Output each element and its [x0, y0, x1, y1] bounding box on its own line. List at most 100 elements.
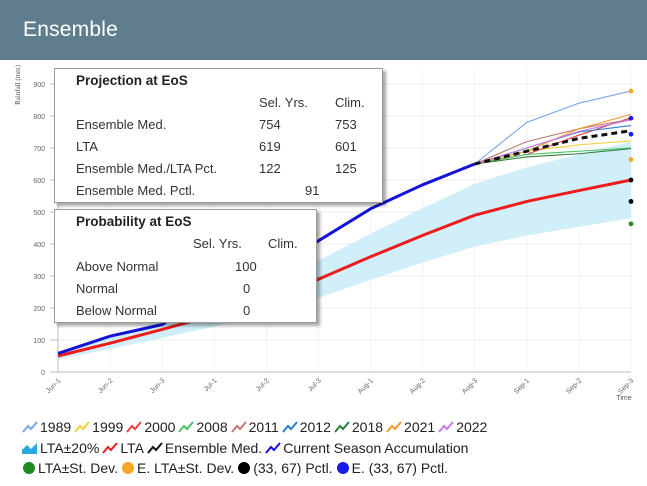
x-tick-label: Aug-1 [357, 377, 375, 395]
x-tick-label: Aug-2 [409, 377, 427, 395]
legend-item[interactable]: (33, 67) Pctl. [237, 460, 333, 476]
legend-item[interactable]: 2022 [438, 419, 487, 435]
scenario-line-2011 [474, 118, 632, 165]
probability-box-title: Probability at EoS [76, 214, 192, 229]
projection-box-title: Projection at EoS [76, 73, 188, 88]
projection-row-label: Ensemble Med./LTA Pct. [76, 161, 218, 176]
y-tick-label: 800 [33, 114, 45, 121]
y-tick-label: 300 [33, 274, 45, 281]
x-tick-label: Sep-2 [565, 377, 583, 395]
legend-item[interactable]: E. (33, 67) Pctl. [336, 460, 448, 476]
legend-item[interactable]: LTA±St. Dev. [22, 460, 118, 476]
x-tick-label: Sep-3 [617, 377, 635, 395]
legend-item[interactable]: LTA [102, 440, 144, 456]
scenario-line-2018 [474, 148, 632, 165]
eos-marker [628, 115, 634, 121]
line-icon [281, 421, 298, 433]
line-icon [265, 442, 281, 454]
x-tick-label: Jul-3 [307, 377, 323, 393]
legend-item[interactable]: 1999 [74, 419, 123, 435]
line-icon [230, 421, 247, 433]
dot-icon [238, 462, 251, 474]
legend-label: 2000 [144, 419, 176, 435]
lta-band-area [58, 141, 631, 360]
projection-row-clim: 125 [335, 161, 357, 176]
x-axis-title: Time [616, 395, 631, 402]
probability-row-sel: 0 [243, 281, 251, 296]
probability-row-label: Normal [76, 281, 118, 296]
line-icon [74, 421, 90, 433]
legend-item[interactable]: 2000 [126, 419, 175, 435]
eos-marker [628, 177, 634, 183]
legend-label: LTA±20% [40, 440, 100, 456]
x-tick-label: Aug-3 [461, 377, 479, 395]
legend-item[interactable]: Ensemble Med. [147, 440, 262, 456]
eos-marker [628, 131, 634, 137]
page-title: Ensemble [23, 18, 118, 41]
line-icon [102, 442, 119, 454]
legend-item[interactable]: 2018 [334, 419, 383, 435]
x-tick-label: Jul-1 [203, 377, 219, 393]
projection-col-clim: Clim. [335, 95, 365, 110]
line-icon [147, 442, 163, 454]
probability-col-clim: Clim. [268, 236, 298, 251]
line-icon [438, 421, 454, 433]
line-icon [22, 421, 38, 433]
line-icon [386, 421, 402, 433]
legend-row-years: 1989 1999 2000 2008 2011 2012 2018 2021 2022 [22, 419, 490, 435]
eos-marker [628, 221, 634, 227]
legend-label: 2018 [351, 419, 384, 435]
x-tick-label: Sep-1 [513, 377, 531, 395]
legend-label: LTA [120, 440, 144, 456]
legend-label: 2022 [456, 419, 488, 435]
dot-icon [336, 462, 349, 474]
legend-item[interactable]: LTA±20% [22, 440, 99, 456]
projection-row-sel: 122 [259, 161, 281, 176]
legend-label: LTA±St. Dev. [38, 460, 119, 476]
legend-item[interactable]: 2011 [230, 419, 279, 435]
legend-item[interactable]: Current Season Accumulation [265, 440, 468, 456]
legend-label: Ensemble Med. [164, 440, 263, 456]
lta-line [57, 178, 632, 358]
probability-row-sel: 0 [243, 303, 251, 318]
eos-marker [628, 157, 634, 162]
probability-row-sel: 100 [235, 259, 257, 274]
x-tick-label: Jun-3 [149, 377, 166, 394]
legend-item[interactable]: 2021 [386, 419, 435, 435]
line-icon [334, 421, 350, 433]
legend-label: 1989 [40, 419, 72, 435]
dot-icon [122, 462, 135, 474]
header-bar: Ensemble [0, 0, 647, 60]
y-tick-label: 500 [33, 210, 45, 217]
legend-row-points: LTA±St. Dev. E. LTA±St. Dev. (33, 67) Pctl… [22, 460, 451, 476]
legend-item[interactable]: 1989 [22, 419, 71, 435]
scenario-line-1989 [474, 90, 632, 165]
projection-row-clim: 601 [335, 139, 357, 154]
probability-row-label: Below Normal [76, 303, 157, 318]
legend-row-main: LTA±20% LTA Ensemble Med. Current Season Ac… [22, 440, 471, 456]
legend-label: E. (33, 67) Pctl. [351, 460, 449, 476]
legend-label: 1999 [92, 419, 124, 435]
dot-icon [23, 462, 35, 474]
scenario-line-2008 [474, 147, 632, 165]
eos-marker [628, 88, 634, 94]
projection-row-sel: 619 [259, 139, 281, 154]
line-icon [178, 421, 195, 433]
y-tick-label: 0 [41, 370, 45, 377]
projection-col-sel: Sel. Yrs. [259, 95, 308, 110]
legend-label: 2011 [248, 419, 279, 435]
legend-item[interactable]: 2012 [281, 419, 331, 435]
x-tick-label: Jul-2 [255, 377, 271, 393]
x-tick-label: Jun-2 [97, 377, 114, 394]
probability-box: Probability at EoS Sel. Yrs. Clim. Above… [54, 209, 317, 323]
legend-item[interactable]: E. LTA±St. Dev. [121, 460, 234, 476]
eos-marker [628, 199, 634, 204]
y-tick-label: 700 [33, 146, 45, 153]
legend-label: 2012 [299, 419, 331, 435]
legend-label: 2021 [404, 419, 436, 435]
area-icon [22, 441, 38, 454]
legend-label: E. LTA±St. Dev. [137, 460, 235, 476]
legend-item[interactable]: 2008 [178, 419, 228, 435]
projection-row-label: Ensemble Med. Pctl. [76, 183, 196, 198]
y-tick-label: 900 [33, 82, 45, 89]
